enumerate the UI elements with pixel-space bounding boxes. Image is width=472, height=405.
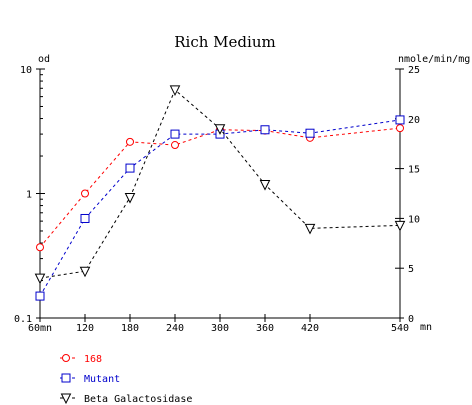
- x-tick-label: 540: [391, 323, 409, 334]
- data-point: [80, 213, 90, 223]
- y-right-axis-label: nmole/min/mg: [398, 54, 470, 65]
- data-point: [394, 220, 406, 232]
- data-point: [125, 163, 135, 173]
- y-right-tick-label: 5: [408, 264, 414, 275]
- series-line: [39, 89, 401, 279]
- legend-label: Mutant: [84, 374, 120, 385]
- y-right-tick-label: 0: [408, 314, 414, 325]
- data-point: [304, 223, 316, 235]
- data-point: [305, 128, 315, 138]
- y-right-tick-label: 10: [408, 214, 420, 225]
- y-left-tick-label: 0.1: [14, 314, 32, 325]
- legend-marker: [61, 373, 71, 383]
- data-point: [169, 85, 181, 97]
- series-line: [39, 127, 401, 248]
- x-tick-label: 60mn: [28, 323, 52, 334]
- chart-title: Rich Medium: [174, 33, 275, 51]
- data-point: [214, 124, 226, 135]
- x-tick-label: 120: [76, 323, 94, 334]
- data-point: [79, 266, 91, 278]
- data-point: [170, 129, 180, 139]
- data-point: [171, 141, 179, 150]
- data-point: [36, 243, 44, 252]
- legend-marker: [60, 393, 72, 405]
- y-left-tick-label: 1: [26, 190, 32, 201]
- x-tick-label: 180: [121, 323, 139, 334]
- legend-label: Beta Galactosidase: [84, 394, 192, 405]
- x-axis-unit-label: mn: [420, 322, 432, 333]
- x-tick-label: 360: [256, 323, 274, 334]
- data-point: [35, 291, 45, 301]
- x-tick-label: 240: [166, 323, 184, 334]
- data-point: [124, 192, 136, 204]
- data-point: [260, 125, 270, 135]
- legend-marker: [62, 354, 70, 362]
- legend: 168 Mutant Beta Galactosidase: [60, 354, 192, 405]
- plot-area: 0.1 1 10 0 5 10 15 20 25 60mn 120 180 240 300 360 420 54…: [14, 65, 420, 334]
- data-point: [395, 115, 405, 125]
- data-point: [34, 273, 46, 285]
- legend-label: 168: [84, 354, 102, 365]
- data-point: [259, 180, 271, 191]
- series-line: [39, 119, 401, 297]
- y-right-tick-label: 15: [408, 165, 420, 176]
- y-right-tick-label: 25: [408, 65, 420, 76]
- data-point: [81, 189, 89, 198]
- y-left-tick-label: 10: [20, 65, 32, 76]
- data-point: [396, 124, 404, 133]
- y-left-axis-label: od: [38, 54, 50, 65]
- data-point: [126, 137, 134, 146]
- y-right-tick-label: 20: [408, 115, 420, 126]
- x-tick-label: 300: [211, 323, 229, 334]
- x-tick-label: 420: [301, 323, 319, 334]
